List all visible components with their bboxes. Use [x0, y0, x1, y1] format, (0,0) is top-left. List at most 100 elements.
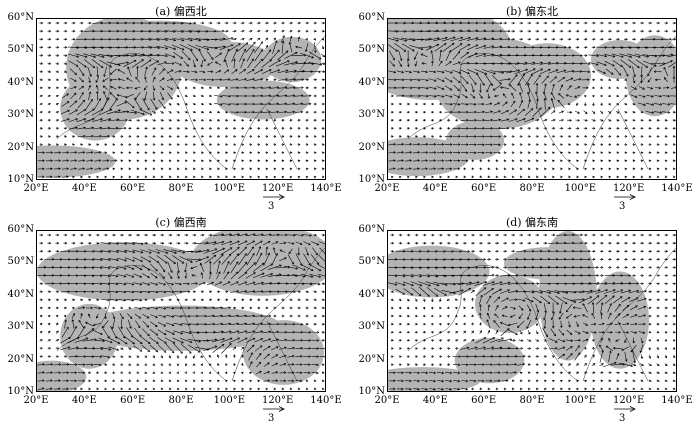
- wind-vector: [321, 86, 325, 90]
- wind-vector: [195, 44, 210, 51]
- wind-vector: [284, 51, 298, 59]
- wind-vector: [321, 330, 325, 334]
- wind-vector: [615, 258, 620, 261]
- wind-vector: [428, 70, 437, 74]
- wind-vector: [396, 143, 405, 146]
- wind-vector: [632, 258, 636, 261]
- wind-vector: [406, 306, 410, 310]
- wind-vector: [439, 110, 443, 114]
- wind-vector: [106, 109, 121, 115]
- wind-vector: [240, 306, 245, 310]
- wind-vector: [108, 250, 120, 254]
- wind-vector: [69, 126, 78, 130]
- wind-vector: [39, 135, 43, 138]
- wind-vector: [501, 379, 509, 383]
- wind-vector: [271, 354, 279, 359]
- wind-vector: [515, 249, 527, 253]
- wind-vector: [96, 379, 100, 383]
- wind-vector: [39, 54, 44, 57]
- wind-vector: [624, 118, 628, 122]
- wind-vector: [535, 303, 540, 313]
- wind-vector: [531, 61, 544, 65]
- wind-vector: [672, 355, 676, 359]
- wind-vector: [599, 233, 604, 237]
- wind-vector: [112, 175, 116, 179]
- wind-vector: [302, 331, 312, 334]
- wind-vector: [156, 38, 169, 42]
- wind-vector: [289, 143, 293, 146]
- wind-vector: [208, 233, 213, 237]
- wind-vector: [645, 111, 655, 114]
- wind-vector: [158, 68, 165, 75]
- wind-vector: [286, 86, 296, 89]
- wind-vector: [168, 110, 172, 114]
- wind-vector: [313, 314, 317, 318]
- wind-vector: [208, 298, 213, 302]
- wind-vector: [321, 282, 325, 285]
- lon-tick-label: 100°E: [213, 183, 246, 194]
- wind-vector: [176, 86, 180, 89]
- wind-vector: [591, 241, 596, 245]
- wind-vector: [624, 159, 628, 163]
- wind-vector: [565, 353, 573, 360]
- wind-vector: [398, 241, 403, 245]
- wind-vector: [47, 322, 51, 326]
- wind-vector: [596, 54, 608, 58]
- wind-vector: [53, 175, 61, 179]
- wind-vector: [305, 387, 309, 391]
- wind-vector: [616, 143, 620, 146]
- wind-vector: [445, 379, 453, 383]
- wind-vector: [76, 282, 87, 286]
- wind-vector: [390, 94, 395, 98]
- wind-vector: [176, 159, 180, 162]
- wind-vector: [632, 159, 636, 163]
- wind-vector: [455, 347, 459, 350]
- lon-tick-label: 80°E: [168, 183, 194, 194]
- wind-vector: [664, 233, 669, 237]
- wind-vector: [470, 93, 476, 99]
- wind-vector: [624, 351, 628, 362]
- wind-vector: [230, 271, 239, 280]
- wind-vector: [229, 253, 240, 266]
- wind-vector: [575, 37, 580, 41]
- wind-vector: [173, 315, 183, 318]
- wind-vector: [663, 66, 669, 77]
- wind-vector: [648, 387, 652, 391]
- wind-vector: [257, 387, 261, 391]
- wind-vector: [600, 102, 603, 107]
- wind-vector: [200, 126, 204, 130]
- wind-vector: [155, 249, 169, 254]
- wind-vector: [53, 151, 62, 154]
- wind-vector: [294, 110, 304, 114]
- wind-vector: [404, 143, 413, 146]
- wind-vector: [439, 127, 443, 130]
- wind-vector: [639, 37, 645, 41]
- wind-vector: [485, 363, 493, 366]
- wind-vector: [390, 363, 394, 366]
- wind-vector: [313, 135, 317, 138]
- wind-vector: [273, 78, 277, 82]
- wind-vector: [600, 135, 604, 138]
- wind-vector: [508, 74, 518, 85]
- wind-vector: [216, 118, 221, 122]
- wind-vector: [502, 93, 507, 99]
- wind-vector: [527, 91, 531, 100]
- wind-vector: [128, 379, 132, 383]
- wind-vector: [249, 127, 253, 130]
- wind-vector: [184, 135, 188, 138]
- wind-vector: [470, 249, 475, 253]
- wind-vector: [591, 126, 596, 130]
- wind-vector: [55, 86, 60, 90]
- wind-vector: [479, 304, 482, 312]
- wind-vector: [87, 66, 92, 77]
- wind-vector: [648, 306, 652, 310]
- wind-vector: [439, 314, 442, 318]
- wind-vector: [278, 102, 288, 106]
- wind-vector: [93, 98, 101, 110]
- wind-vector: [640, 159, 644, 163]
- wind-vector: [623, 233, 628, 237]
- wind-vector: [321, 118, 325, 122]
- wind-vector: [206, 78, 215, 82]
- wind-vector: [279, 362, 287, 366]
- lon-tick-label: 100°E: [213, 395, 246, 406]
